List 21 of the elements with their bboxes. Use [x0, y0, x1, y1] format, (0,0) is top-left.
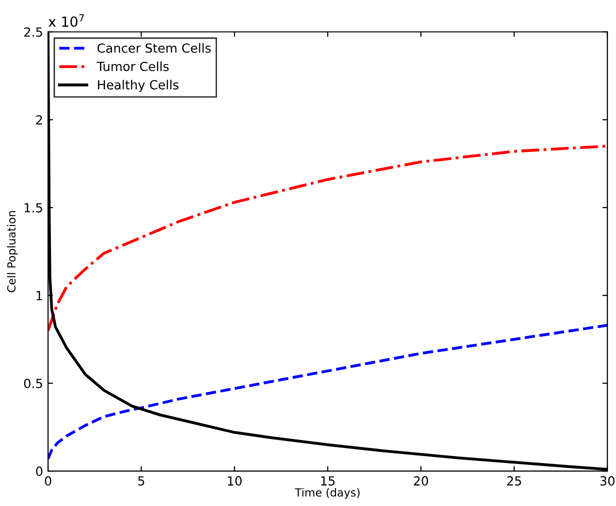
line-series [48, 324, 608, 460]
x-tick-label: 0 [44, 476, 52, 486]
x-axis-title: Time (days) [294, 488, 360, 499]
x-tick-label: 20 [414, 476, 428, 486]
x-tick-label: 5 [138, 476, 144, 486]
x-tick-label: 15 [321, 476, 335, 486]
text: x 10$^{7}$ [48, 14, 84, 27]
y-tick-label: 2 [36, 115, 42, 124]
y-tick-label: 2.5 [24, 27, 42, 37]
line-series [48, 144, 608, 332]
y-tick-label: 1 [36, 291, 42, 300]
y-tick-label: 0.5 [24, 378, 42, 388]
x-tick-label: 10 [228, 476, 242, 486]
legend-label: Cancer Stem Cells [98, 43, 211, 53]
x-tick-label: 25 [507, 476, 522, 486]
y-axis-title: Cell Popluation [7, 211, 18, 292]
y-tick-label: 0 [36, 466, 42, 476]
legend-label: Tumor Cells [96, 61, 169, 72]
y-tick-label: 1.5 [24, 203, 42, 212]
x-tick-label: 30 [600, 476, 614, 486]
legend-label: Healthy Cells [98, 80, 178, 92]
